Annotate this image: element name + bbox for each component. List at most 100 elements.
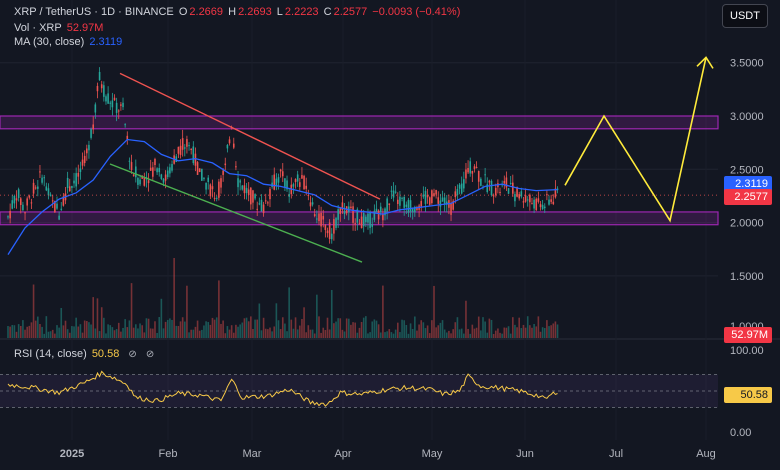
volume-bar xyxy=(475,327,478,338)
volume-bar xyxy=(396,322,399,338)
candle-body xyxy=(66,177,69,189)
candle-body xyxy=(335,218,337,228)
volume-bar xyxy=(386,331,388,338)
candle-body xyxy=(209,184,212,197)
candle-body xyxy=(490,180,493,196)
volume-bar xyxy=(41,326,43,338)
hide-icon[interactable]: ⊘ xyxy=(128,349,137,360)
volume-bar xyxy=(164,321,167,338)
volume-bar xyxy=(252,328,254,338)
candle-body xyxy=(294,179,297,183)
volume-bar xyxy=(173,258,175,338)
candle-body xyxy=(154,158,156,166)
candle-body xyxy=(524,195,527,202)
volume-bar xyxy=(377,324,380,338)
volume-bar xyxy=(213,319,216,338)
volume-bar xyxy=(324,329,327,338)
candle-body xyxy=(17,189,20,198)
volume-bar xyxy=(428,333,431,338)
candle-body xyxy=(284,178,286,189)
price-zone xyxy=(0,115,719,130)
candle-body xyxy=(281,171,284,177)
volume-bar xyxy=(122,327,124,338)
volume-bar xyxy=(433,285,435,338)
settings-icon[interactable]: ⊘ xyxy=(145,349,155,360)
candle-body xyxy=(224,163,227,166)
currency-button[interactable]: USDT xyxy=(722,4,768,28)
ma-line xyxy=(7,138,558,255)
candle-body xyxy=(311,202,314,205)
candle-body xyxy=(226,144,229,149)
volume-bar xyxy=(535,326,538,338)
candle-body xyxy=(235,166,237,168)
candle-body xyxy=(539,204,542,208)
volume-bar xyxy=(284,323,286,338)
date-label: Aug xyxy=(696,448,716,460)
candle-body xyxy=(245,187,248,194)
volume-bar xyxy=(450,333,452,338)
volume-bar xyxy=(518,317,520,338)
candle-body xyxy=(211,186,214,190)
candle-body xyxy=(441,197,444,202)
volume-bar xyxy=(371,321,374,338)
candle-body xyxy=(450,202,452,215)
candle-body xyxy=(120,104,122,106)
support-resistance-zones xyxy=(0,115,719,226)
candle-body xyxy=(299,182,301,187)
candle-body xyxy=(343,210,346,214)
volume-bar xyxy=(452,329,454,338)
volume-bar xyxy=(373,319,376,338)
candle-body xyxy=(477,170,480,182)
candle-body xyxy=(196,162,199,175)
volume-bar xyxy=(83,320,86,338)
candle-body xyxy=(318,213,320,222)
volume-bar xyxy=(92,297,94,338)
volume-bar xyxy=(254,319,256,338)
candle-body xyxy=(362,213,365,227)
volume-bar xyxy=(43,333,46,338)
candle-body xyxy=(60,208,63,210)
candle-body xyxy=(328,222,331,239)
volume-bar xyxy=(175,325,178,338)
candle-body xyxy=(258,203,261,205)
projection-path xyxy=(564,57,707,223)
volume-bar xyxy=(201,329,203,338)
volume-bar xyxy=(9,326,11,338)
candle-body xyxy=(113,97,116,101)
candle-body xyxy=(503,180,506,184)
volume-bar xyxy=(313,333,316,338)
candle-body xyxy=(399,196,401,206)
volume-bar xyxy=(226,326,229,338)
candle-body xyxy=(13,195,16,204)
volume-bar xyxy=(460,328,463,338)
grid xyxy=(0,62,780,340)
candle-body xyxy=(254,194,256,199)
candle-body xyxy=(407,199,410,213)
candle-body xyxy=(24,212,26,214)
date-label: Jun xyxy=(516,448,534,460)
candle-body xyxy=(222,170,224,175)
candle-body xyxy=(68,186,71,192)
volume-bar xyxy=(441,320,444,338)
candle-body xyxy=(147,180,150,184)
candle-body xyxy=(128,160,131,162)
candle-body xyxy=(286,180,288,190)
candle-body xyxy=(324,224,327,230)
candle-body xyxy=(422,194,425,197)
volume-bar xyxy=(275,303,278,338)
candle-body xyxy=(126,135,129,140)
candle-body xyxy=(43,177,46,179)
ma-label: MA (30, close) xyxy=(14,36,85,48)
rsi-tag: 50.58 xyxy=(724,387,772,403)
volume-bar xyxy=(546,320,548,338)
rsi-label: RSI (14, close) xyxy=(14,348,87,360)
volume-bar xyxy=(258,303,261,338)
symbol-label: XRP / TetherUS · 1D · BINANCE xyxy=(14,6,174,18)
volume-bar xyxy=(286,331,288,338)
rsi-panel xyxy=(0,374,718,408)
volume-bar xyxy=(537,316,540,338)
candle-body xyxy=(62,196,65,206)
candle-body xyxy=(465,169,467,179)
